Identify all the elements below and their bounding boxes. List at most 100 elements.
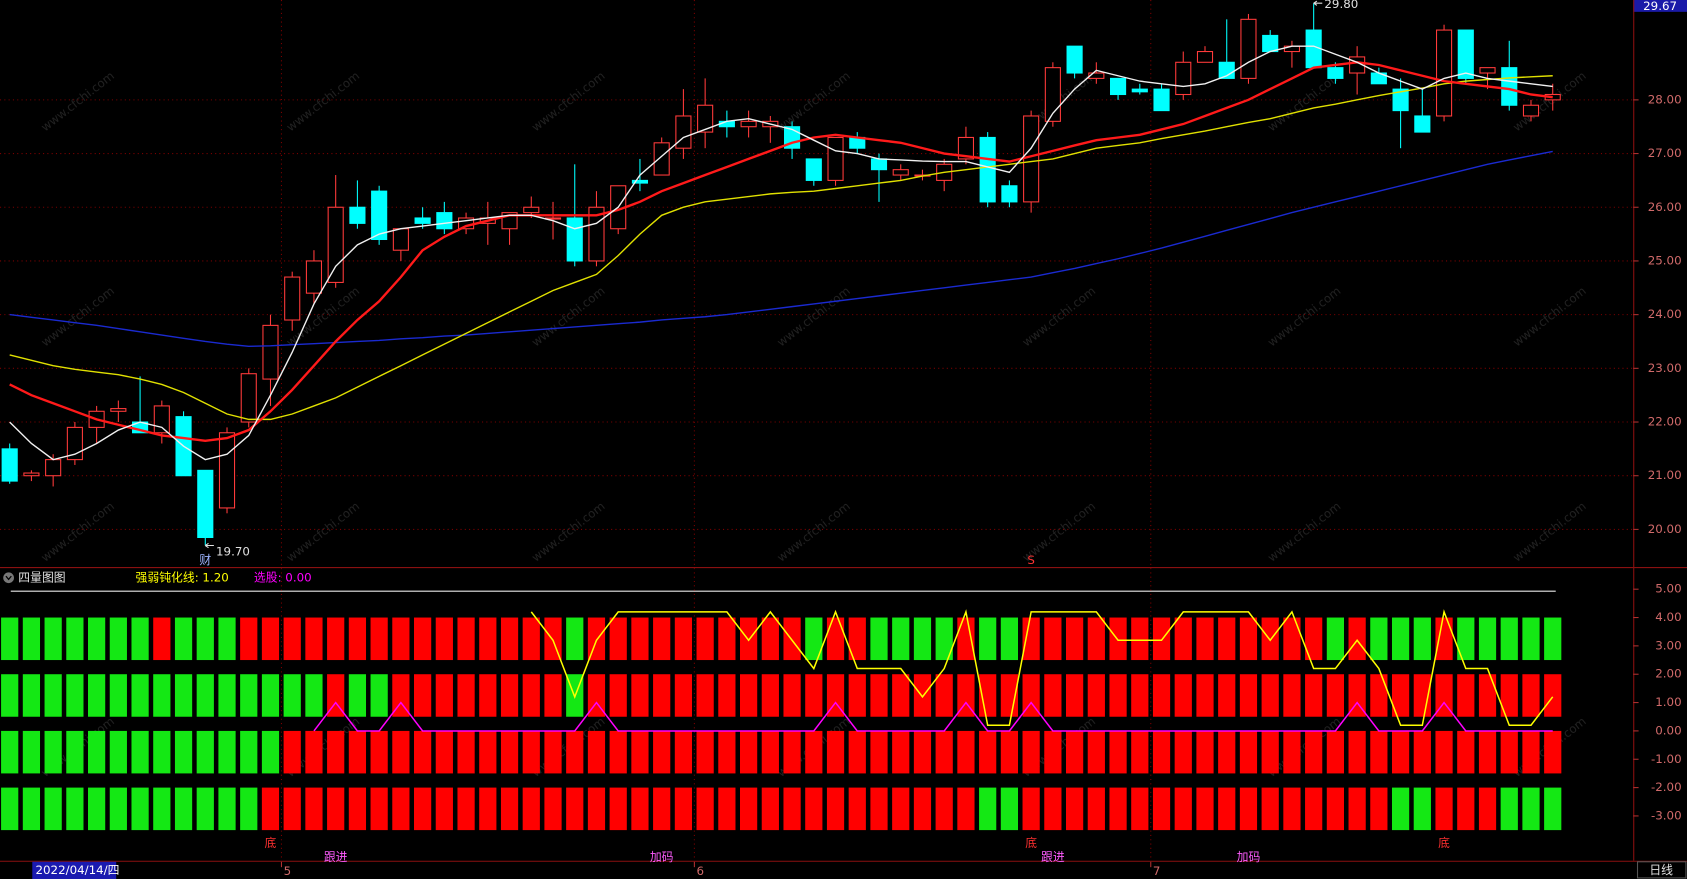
candle-body [262,324,279,380]
signal-bar [283,674,301,717]
candle-body [805,158,822,181]
watermark: www.cfchi.com [1020,284,1098,350]
signal-bar [66,674,84,717]
signal-bar [892,674,910,717]
signal-bar [1478,674,1497,717]
signal-bar [1261,617,1279,661]
signal-bar [1239,674,1258,717]
signal-bar [935,730,953,774]
signal-bar [131,617,149,661]
period-label[interactable]: 日线 [1649,863,1673,877]
signal-bar [609,787,627,831]
signal-bar [826,730,845,774]
price-annotation: S [1027,553,1035,567]
signal-bar [870,617,888,661]
legend-entry: 强弱钝化线: 1.20 [136,570,229,584]
signal-bar [653,674,671,717]
signal-bar [500,674,519,717]
signal-bar [913,730,932,774]
signal-bar [1500,617,1518,661]
signal-bar [348,787,367,831]
signal-bar [131,787,149,831]
signal-bar [913,787,932,831]
signal-bar [1109,674,1127,717]
signal-bar [1239,730,1258,774]
signal-bar [218,787,236,831]
signal-annotation: 底 [1438,836,1450,850]
signal-bar [1391,617,1410,661]
signal-bar [848,617,866,661]
signal-bar [240,674,258,717]
watermark: www.cfchi.com [529,499,607,565]
watermark: www.cfchi.com [529,284,607,350]
indicator-title: 四量图图 [18,570,65,584]
extreme-arrow [1313,0,1323,6]
signal-bar [587,730,606,774]
signal-annotation: 跟进 [324,850,348,864]
signal-bar [305,674,323,717]
candle-body [631,179,649,184]
signal-bar [327,617,345,661]
signal-bar [1283,674,1301,717]
x-tick-label: 6 [697,864,705,878]
signal-bar [1500,730,1518,774]
signal-bar [88,787,106,831]
signal-bar [1348,730,1366,774]
signal-bar [653,787,671,831]
signal-bar [196,787,214,831]
signal-bar [22,674,41,717]
signal-bar [153,674,171,717]
panel-menu-icon[interactable] [3,572,14,584]
signal-bar [1305,617,1323,661]
signal-bar [414,617,432,661]
signal-bar [935,674,953,717]
candle-body [197,469,214,538]
signal-bar [1109,617,1127,661]
candle-body [1196,51,1214,63]
signal-bar [261,674,280,717]
signal-bar [1022,617,1040,661]
signal-bar [196,674,214,717]
candle-body [153,405,170,434]
candle-body [675,115,692,149]
signal-bar [739,617,758,661]
signal-bar [1391,730,1410,774]
moving-average [9,45,1553,461]
signal-bar [1435,787,1453,831]
signal-bar [957,787,975,831]
panel-menu-arrow [5,575,12,581]
signal-bar [109,787,127,831]
signal-bar [587,674,606,717]
signal-bar [370,787,388,831]
price-annotation: 财 [199,553,211,567]
signal-bar [1283,787,1301,831]
signal-bar [1022,787,1040,831]
signal-bar [392,787,410,831]
signal-bar [500,787,519,831]
signal-bar [587,787,606,831]
signal-bar [826,787,845,831]
signal-bar [609,674,627,717]
signal-bar [1196,617,1214,661]
signal-bar [870,787,888,831]
watermark: www.cfchi.com [284,499,362,565]
signal-bar [1457,617,1475,661]
signal-bar [1478,730,1497,774]
candle-body [1435,29,1453,117]
candle-body [566,217,583,262]
signal-bar [1370,730,1388,774]
signal-bar [1196,730,1214,774]
signal-bar [1305,674,1323,717]
signal-bar [457,730,475,774]
signal-bar [1131,617,1149,661]
signal-bar [348,617,367,661]
signal-bar [848,730,866,774]
signal-bar [1239,617,1258,661]
signal-bar [153,787,171,831]
signal-annotation: 底 [1025,836,1037,850]
signal-bar [131,730,149,774]
signal-bar [109,730,127,774]
watermark: www.cfchi.com [774,284,852,350]
signal-bar [327,730,345,774]
period-box[interactable] [1636,861,1687,879]
